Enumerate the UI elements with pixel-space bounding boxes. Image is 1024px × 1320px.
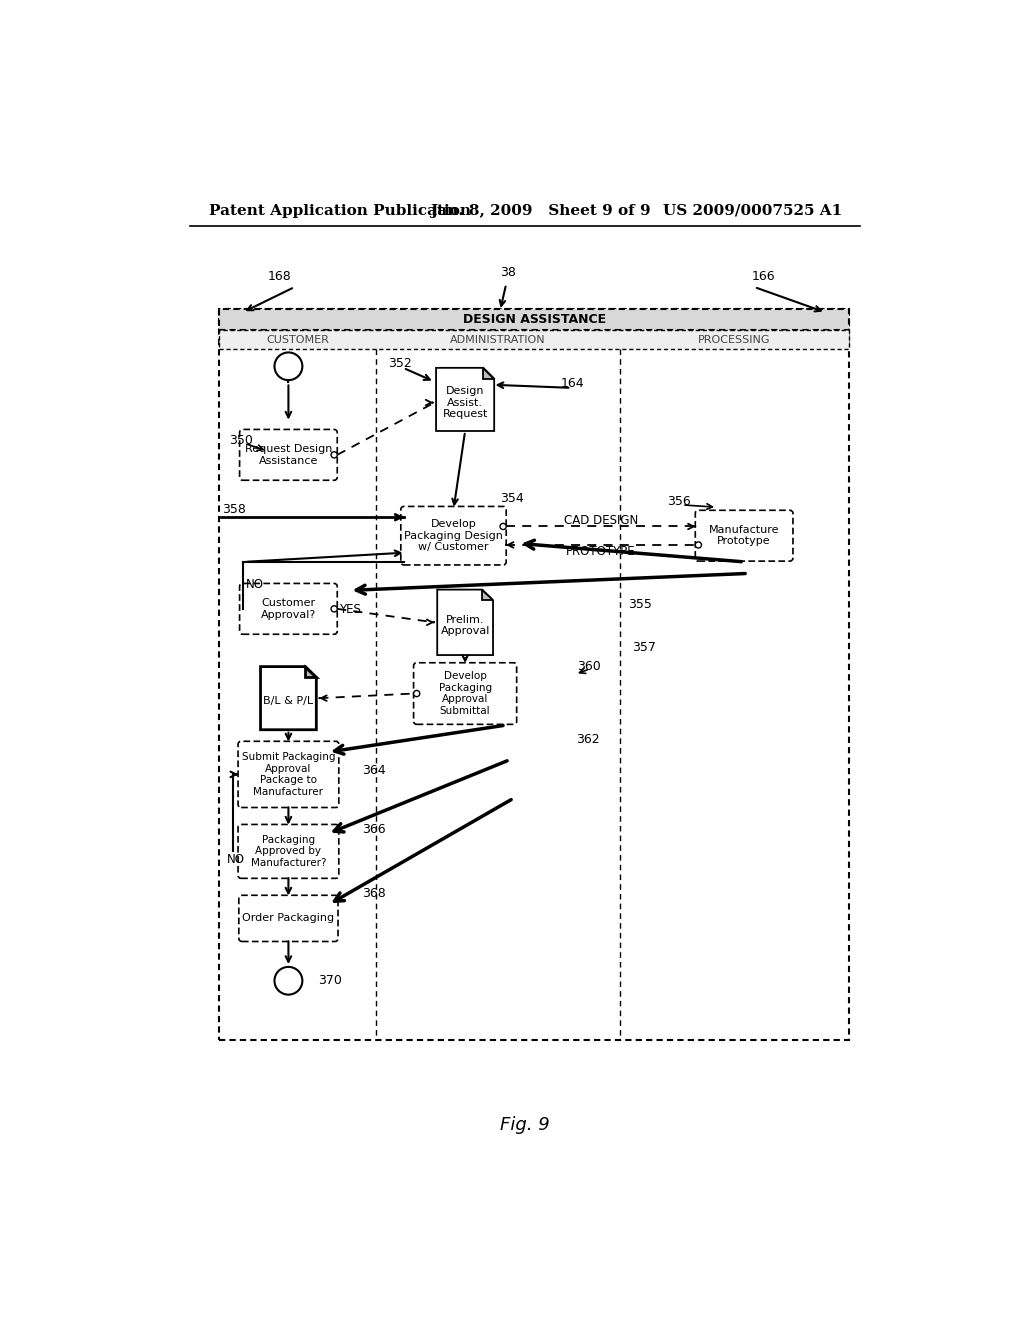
Text: Packaging
Approved by
Manufacturer?: Packaging Approved by Manufacturer? — [251, 834, 327, 869]
Text: 366: 366 — [362, 824, 386, 837]
Text: 360: 360 — [578, 660, 601, 673]
Text: Submit Packaging
Approval
Package to
Manufacturer: Submit Packaging Approval Package to Man… — [242, 752, 335, 797]
Text: YES: YES — [339, 603, 360, 615]
Text: Fig. 9: Fig. 9 — [500, 1115, 550, 1134]
Text: 358: 358 — [222, 503, 246, 516]
Text: Prelim.
Approval: Prelim. Approval — [440, 615, 489, 636]
Text: 354: 354 — [500, 492, 523, 506]
Text: Jan. 8, 2009   Sheet 9 of 9: Jan. 8, 2009 Sheet 9 of 9 — [430, 203, 651, 218]
FancyBboxPatch shape — [240, 583, 337, 635]
Text: 370: 370 — [317, 974, 342, 987]
Polygon shape — [437, 590, 493, 655]
Circle shape — [274, 352, 302, 380]
Text: 166: 166 — [752, 271, 775, 284]
Text: CUSTOMER: CUSTOMER — [266, 335, 329, 345]
Bar — [219, 309, 849, 1040]
Text: 368: 368 — [362, 887, 386, 900]
Text: 164: 164 — [560, 376, 584, 389]
Text: 168: 168 — [267, 271, 291, 284]
Circle shape — [414, 690, 420, 697]
FancyBboxPatch shape — [414, 663, 517, 725]
Circle shape — [331, 606, 337, 612]
Text: CAD DESIGN: CAD DESIGN — [563, 513, 638, 527]
Bar — [219, 309, 849, 330]
Text: Patent Application Publication: Patent Application Publication — [209, 203, 471, 218]
Text: Request Design
Assistance: Request Design Assistance — [245, 444, 332, 466]
FancyBboxPatch shape — [240, 429, 337, 480]
Text: 364: 364 — [362, 764, 386, 777]
Text: DESIGN ASSISTANCE: DESIGN ASSISTANCE — [463, 313, 605, 326]
Text: 38: 38 — [500, 267, 516, 280]
Polygon shape — [482, 590, 493, 601]
Polygon shape — [305, 667, 316, 677]
Bar — [219, 330, 849, 350]
Text: NO: NO — [246, 578, 264, 591]
Text: 362: 362 — [575, 733, 600, 746]
Text: US 2009/0007525 A1: US 2009/0007525 A1 — [663, 203, 842, 218]
Polygon shape — [436, 368, 495, 430]
FancyBboxPatch shape — [238, 825, 339, 878]
Text: 355: 355 — [628, 598, 651, 611]
FancyBboxPatch shape — [695, 511, 793, 561]
Text: 352: 352 — [388, 358, 412, 371]
Polygon shape — [260, 667, 316, 730]
Text: 350: 350 — [229, 434, 253, 447]
Circle shape — [500, 523, 506, 529]
Text: Manufacture
Prototype: Manufacture Prototype — [709, 525, 779, 546]
Text: PROTOTYPE: PROTOTYPE — [566, 545, 636, 557]
Text: ADMINISTRATION: ADMINISTRATION — [451, 335, 546, 345]
FancyBboxPatch shape — [238, 742, 339, 808]
Text: Design
Assist.
Request: Design Assist. Request — [442, 385, 487, 420]
FancyBboxPatch shape — [239, 895, 338, 941]
Circle shape — [331, 451, 337, 458]
Text: Order Packaging: Order Packaging — [243, 913, 335, 924]
Text: 356: 356 — [667, 495, 690, 508]
Polygon shape — [483, 368, 495, 379]
Text: B/L & P/L: B/L & P/L — [263, 697, 313, 706]
Text: 357: 357 — [632, 640, 655, 653]
FancyBboxPatch shape — [400, 507, 506, 565]
Text: Develop
Packaging Design
w/ Customer: Develop Packaging Design w/ Customer — [404, 519, 503, 552]
Text: PROCESSING: PROCESSING — [698, 335, 771, 345]
Circle shape — [695, 541, 701, 548]
Circle shape — [274, 966, 302, 995]
Text: NO: NO — [227, 853, 245, 866]
Text: Develop
Packaging
Approval
Submittal: Develop Packaging Approval Submittal — [438, 671, 492, 715]
Text: Customer
Approval?: Customer Approval? — [261, 598, 316, 619]
